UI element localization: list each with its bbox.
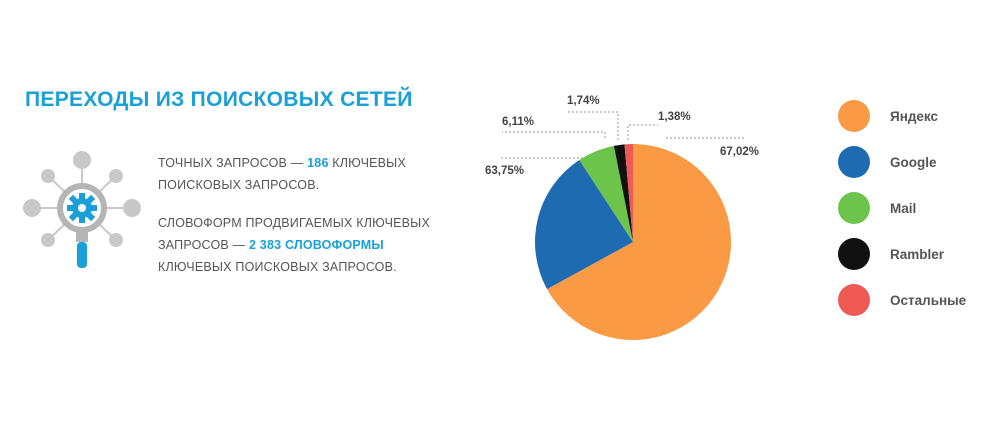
- data-label-1: 63,75%: [485, 165, 524, 177]
- leader-line-2: [502, 131, 606, 138]
- pie-slice-2: [579, 145, 633, 242]
- word-forms-text: СЛОВОФОРМ ПРОДВИГАЕМЫХ КЛЮЧЕВЫХ ЗАПРОСОВ…: [158, 216, 430, 274]
- leader-line-3: [568, 111, 619, 140]
- legend-item: Rambler: [838, 231, 966, 277]
- legend-label: Google: [890, 154, 937, 170]
- pie-slice-0: [547, 144, 731, 340]
- pie-slice-1: [535, 160, 633, 290]
- leader-line-4: [627, 124, 658, 140]
- legend-label: Mail: [890, 200, 917, 216]
- pie-slice-4: [624, 144, 633, 242]
- pie-chart: 67,02% 63,75% 6,11% 1,74% 1,38%: [485, 95, 759, 340]
- legend-label: Яндекс: [890, 108, 939, 124]
- legend-swatch: [838, 100, 870, 132]
- data-label-4: 1,38%: [658, 111, 691, 123]
- exact-queries-count: 186: [307, 156, 329, 170]
- legend-item: Google: [838, 139, 966, 185]
- data-label-0: 67,02%: [720, 146, 759, 158]
- legend-swatch: [838, 238, 870, 270]
- legend-item: Остальные: [838, 277, 966, 323]
- magnifier-gear-icon: [23, 151, 141, 268]
- word-forms-count: 2 383 СЛОВОФОРМЫ: [248, 238, 384, 252]
- data-label-3: 1,74%: [567, 95, 600, 107]
- chart-legend: Яндекс Google Mail Rambler Остальные: [838, 93, 966, 323]
- legend-swatch: [838, 192, 870, 224]
- legend-item: Mail: [838, 185, 966, 231]
- legend-label: Остальные: [890, 292, 967, 308]
- page-title: ПЕРЕХОДЫ ИЗ ПОИСКОВЫХ СЕТЕЙ: [25, 88, 413, 111]
- description: ТОЧНЫХ ЗАПРОСОВ — 186 КЛЮЧЕВЫХ ПОИСКОВЫХ…: [158, 152, 458, 294]
- legend-item: Яндекс: [838, 93, 966, 139]
- legend-swatch: [838, 284, 870, 316]
- exact-queries-text: ТОЧНЫХ ЗАПРОСОВ — 186 КЛЮЧЕВЫХ ПОИСКОВЫХ…: [158, 156, 406, 192]
- pie-slice-3: [613, 144, 633, 242]
- legend-swatch: [838, 146, 870, 178]
- data-label-2: 6,11%: [502, 116, 534, 128]
- legend-label: Rambler: [890, 246, 945, 262]
